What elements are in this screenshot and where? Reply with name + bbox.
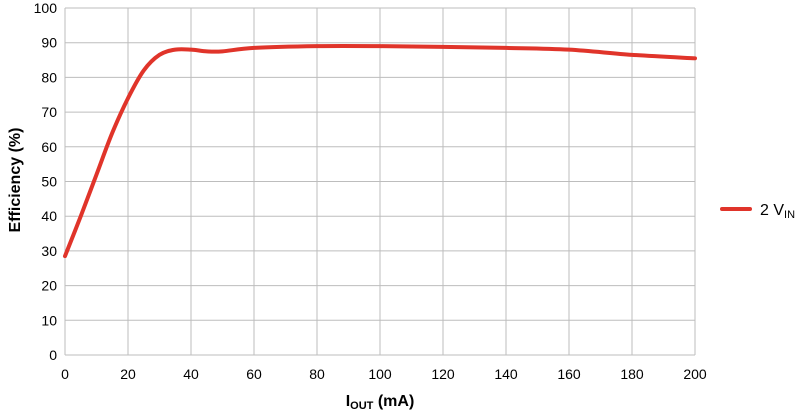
y-tick-label-100: 100	[34, 0, 58, 16]
y-tick-label-40: 40	[41, 208, 57, 224]
x-tick-label-20: 20	[120, 366, 136, 382]
series-line-0	[63, 44, 697, 259]
grid	[64, 7, 696, 356]
y-tick-label-10: 10	[41, 312, 57, 328]
y-tick-label-20: 20	[41, 278, 57, 294]
x-axis-title-main: I	[346, 393, 350, 410]
x-axis-title-unit: (mA)	[373, 393, 414, 410]
y-tick-label-0: 0	[49, 347, 57, 363]
y-tick-label-30: 30	[41, 243, 57, 259]
legend-label-2vin: 2 VIN	[760, 202, 795, 221]
y-tick-label-50: 50	[41, 174, 57, 190]
x-tick-label-100: 100	[368, 366, 392, 382]
x-tick-label-200: 200	[683, 366, 707, 382]
x-tick-label-180: 180	[620, 366, 644, 382]
x-tick-label-160: 160	[557, 366, 581, 382]
series-layer	[63, 44, 697, 259]
x-axis-title: IOUT (mA)	[346, 393, 415, 412]
x-tick-label-0: 0	[61, 366, 69, 382]
y-tick-label-70: 70	[41, 104, 57, 120]
y-tick-label-60: 60	[41, 139, 57, 155]
y-axis-title: Efficiency (%)	[7, 128, 24, 233]
legend-label-sub: IN	[784, 209, 795, 221]
legend: 2 VIN	[720, 202, 795, 221]
y-tick-label-80: 80	[41, 69, 57, 85]
x-tick-labels: 0 20 40 60 80 100 120 140 160 180 200	[61, 366, 707, 382]
x-tick-label-80: 80	[309, 366, 325, 382]
y-tick-label-90: 90	[41, 35, 57, 51]
x-tick-label-60: 60	[246, 366, 262, 382]
x-tick-label-40: 40	[183, 366, 199, 382]
x-tick-label-140: 140	[494, 366, 518, 382]
legend-label-main: 2 V	[760, 202, 784, 219]
x-tick-label-120: 120	[431, 366, 455, 382]
x-axis-title-sub: OUT	[350, 400, 374, 412]
y-tick-labels: 0 10 20 30 40 50 60 70 80 90 100	[34, 0, 58, 363]
